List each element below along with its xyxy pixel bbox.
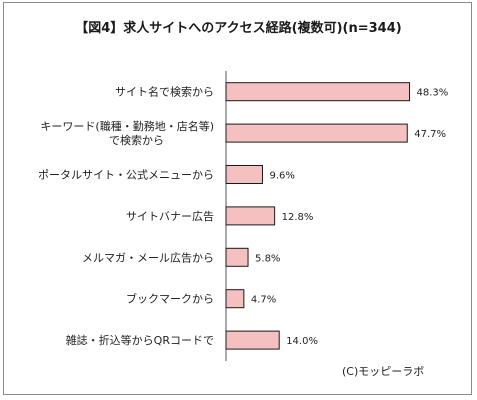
bar <box>225 82 411 102</box>
bar <box>225 123 408 143</box>
category-label: メルマガ・メール広告から <box>82 251 214 264</box>
value-label: 9.6% <box>269 171 294 182</box>
chart-title: 【図4】求人サイトへのアクセス経路(複数可)(n=344) <box>75 21 402 36</box>
value-label: 4.7% <box>251 295 276 306</box>
category-label: サイトバナー広告 <box>126 210 214 223</box>
value-label: 47.7% <box>414 129 446 140</box>
category-label: サイト名で検索から <box>115 85 214 99</box>
value-label: 48.3% <box>417 88 449 99</box>
category-label: ブックマークから <box>126 292 214 306</box>
value-label: 12.8% <box>282 212 314 223</box>
credit-text: (C)モッピーラボ <box>342 365 424 378</box>
value-label: 5.8% <box>255 253 280 264</box>
bar <box>225 289 245 309</box>
value-label: 14.0% <box>286 336 318 347</box>
category-label: ポータルサイト・公式メニューから <box>38 169 214 182</box>
bar-chart: 48.3% サイト名で検索から 47.7% キーワード(職種・勤務地・店名等)で検索か… <box>38 71 449 378</box>
bar <box>225 330 280 350</box>
chart-frame: 【図4】求人サイトへのアクセス経路(複数可)(n=344) 48.3% サイト名で… <box>3 2 472 395</box>
bar <box>225 206 276 226</box>
category-label: キーワード(職種・勤務地・店名等)で検索から <box>40 119 214 147</box>
bar <box>225 165 263 184</box>
bar <box>225 247 249 267</box>
category-label: 雑誌・折込等からQRコードで <box>66 333 214 347</box>
